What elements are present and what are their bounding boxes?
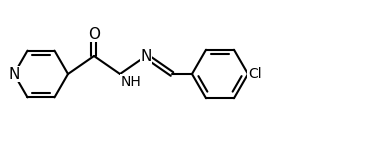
Text: O: O xyxy=(88,26,100,41)
Text: N: N xyxy=(8,66,20,82)
Text: Cl: Cl xyxy=(248,67,262,81)
Text: N: N xyxy=(140,49,152,63)
Text: NH: NH xyxy=(121,75,142,89)
